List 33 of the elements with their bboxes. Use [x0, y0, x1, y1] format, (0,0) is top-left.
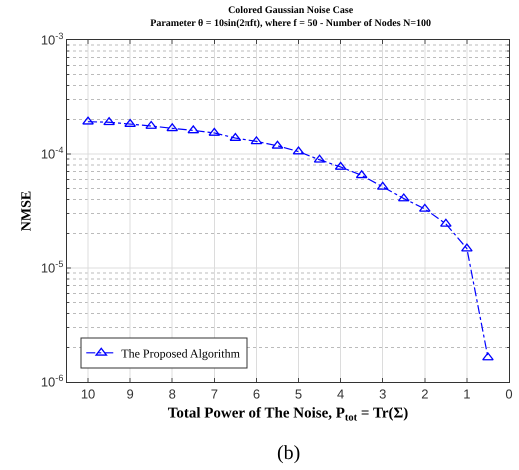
legend-label: The Proposed Algorithm: [121, 346, 241, 360]
point: [314, 154, 326, 163]
y-axis-title: NMSE: [19, 190, 34, 232]
x-tick-label: 8: [168, 386, 176, 402]
point: [334, 162, 346, 170]
x-tick-label: 5: [294, 386, 302, 402]
x-tick-label: 0: [505, 386, 513, 402]
point: [272, 140, 284, 149]
y-tick-label: 10$^{-4}$: [40, 145, 64, 162]
point: [440, 218, 452, 227]
x-tick-label: 2: [421, 386, 428, 402]
y-tick-label: 10$^{-3}$: [40, 31, 64, 48]
point: [103, 117, 115, 126]
y-tick-label: 10$^{-6}$: [40, 373, 64, 390]
chart-title: Colored Gaussian Noise Case: [228, 5, 354, 16]
x-tick-label: 7: [210, 386, 218, 402]
x-tick-label: 6: [252, 386, 260, 402]
point: [250, 136, 262, 144]
x-tick-label: 4: [337, 386, 344, 402]
point: [124, 118, 136, 127]
x-tick-label: 1: [463, 386, 471, 402]
point: [292, 146, 304, 154]
point: [82, 116, 94, 125]
point: [230, 132, 242, 141]
x-tick-label: 3: [379, 386, 386, 402]
y-tick-label: 10$^{-5}$: [40, 259, 64, 276]
x-tick-label: 10: [80, 386, 96, 402]
chart-subtitle: Parameter θ = 10sin(2πft), where f = 50 - Number of Nodes N=100: [150, 18, 432, 30]
text: (b): [277, 442, 300, 464]
point: [482, 352, 494, 360]
point: [461, 243, 473, 252]
x-tick-label: 9: [126, 386, 134, 402]
x-axis-title: Total Power of The Noise, P$_{tot}$ = Tr(Σ): [168, 406, 408, 424]
